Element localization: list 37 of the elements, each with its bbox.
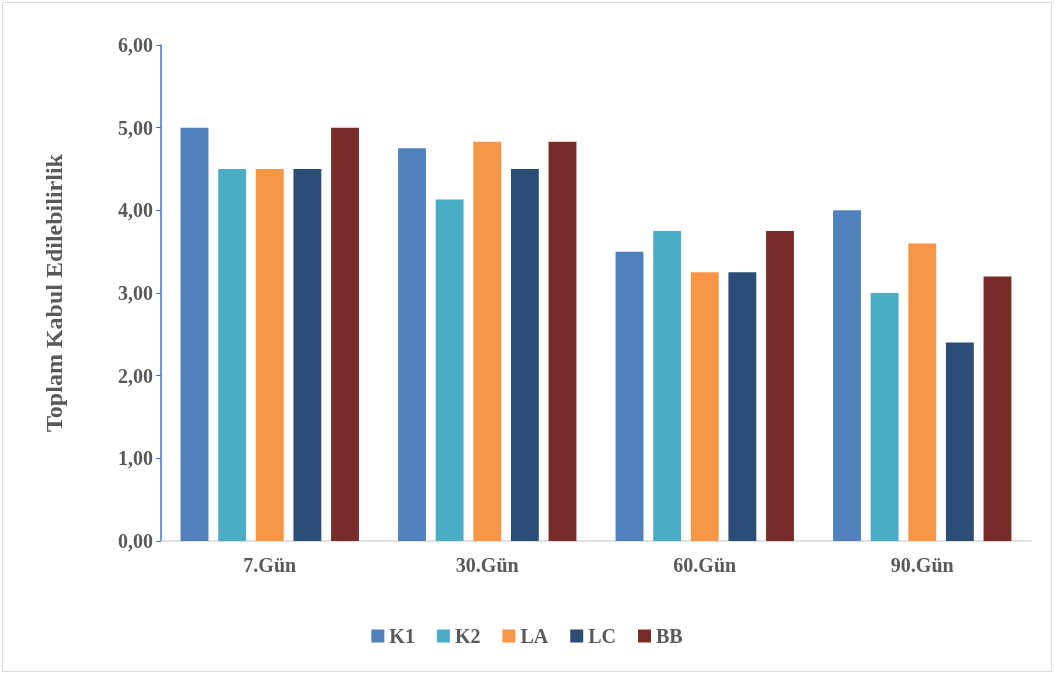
bar — [690, 272, 719, 541]
bar — [435, 199, 464, 541]
legend-label: BB — [656, 625, 683, 647]
bar — [766, 231, 794, 541]
bar — [983, 276, 1012, 541]
bar — [653, 231, 682, 541]
bar — [293, 169, 322, 541]
x-tick-label: 90.Gün — [890, 554, 954, 576]
y-tick-label: 5,00 — [118, 116, 153, 139]
bar — [908, 243, 937, 541]
bar — [473, 141, 502, 541]
bar — [510, 169, 539, 541]
legend-label: K1 — [389, 625, 415, 647]
bar — [398, 148, 426, 541]
y-tick-label: 1,00 — [118, 447, 153, 470]
y-tick-label: 3,00 — [118, 282, 153, 304]
y-axis-title: Toplam Kabul Edilebilirlik — [41, 153, 67, 432]
bar — [833, 210, 861, 541]
y-tick-label: 6,00 — [118, 34, 153, 56]
x-tick-label: 7.Gün — [243, 554, 297, 576]
bar — [945, 342, 974, 541]
y-tick-label: 4,00 — [118, 199, 153, 222]
bar — [331, 127, 359, 541]
x-tick-label: 30.Gün — [455, 554, 519, 576]
bar — [548, 141, 577, 541]
bar — [218, 169, 247, 541]
legend-label: LC — [588, 625, 617, 647]
y-tick-label: 2,00 — [118, 364, 153, 387]
bar — [615, 251, 644, 541]
y-tick-label: 0,00 — [118, 530, 153, 552]
bar — [255, 169, 284, 541]
x-tick-label: 60.Gün — [673, 554, 737, 576]
bar — [180, 127, 209, 541]
legend-label: LA — [520, 625, 549, 647]
bar — [728, 272, 757, 541]
legend-label: K2 — [454, 625, 481, 647]
bar — [870, 293, 899, 541]
